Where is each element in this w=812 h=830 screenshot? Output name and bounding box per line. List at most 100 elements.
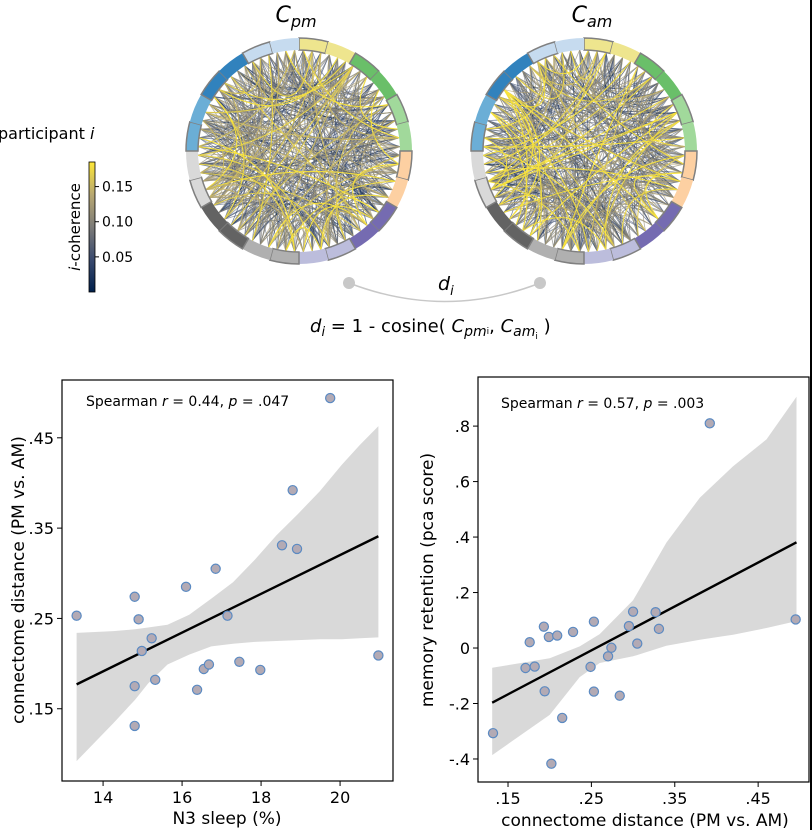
ring-segment bbox=[201, 201, 228, 231]
formula-cpm: C bbox=[452, 316, 465, 337]
chord-link bbox=[202, 177, 385, 206]
ring-segment bbox=[299, 248, 329, 264]
chord-link bbox=[485, 57, 547, 130]
data-point bbox=[539, 686, 550, 697]
ring-segment bbox=[188, 176, 213, 209]
x-tick-label: .25 bbox=[579, 789, 604, 808]
chord-links-am bbox=[483, 50, 685, 252]
ring-segment bbox=[219, 53, 249, 80]
ring-segment bbox=[610, 41, 641, 64]
axes-frame bbox=[477, 376, 810, 783]
chord-link bbox=[205, 70, 361, 191]
chord-link bbox=[503, 89, 681, 182]
chord-link bbox=[209, 104, 230, 206]
formula-cpm-sub: pm bbox=[463, 324, 487, 340]
chord-link bbox=[230, 65, 354, 226]
chord-link bbox=[634, 70, 670, 106]
chord-link bbox=[498, 61, 542, 103]
chord-link bbox=[561, 154, 685, 250]
chord-link bbox=[218, 57, 339, 107]
y-tick-label: .25 bbox=[29, 609, 54, 628]
data-point bbox=[704, 418, 715, 429]
chord-link bbox=[268, 163, 400, 248]
distance-formula: di = 1 - cosine( Cpmi, Cami ) bbox=[310, 316, 551, 342]
chord-link bbox=[494, 194, 624, 245]
formula-cam: C bbox=[501, 316, 514, 337]
ring-segment bbox=[349, 222, 379, 249]
distance-arc bbox=[348, 282, 541, 303]
data-point bbox=[146, 633, 157, 644]
chord-link bbox=[209, 52, 280, 199]
data-point bbox=[276, 540, 288, 551]
chord-link bbox=[268, 50, 313, 248]
chord-link bbox=[224, 52, 322, 220]
data-point bbox=[653, 623, 665, 635]
chord-link bbox=[621, 188, 678, 245]
ring-segment bbox=[189, 94, 212, 125]
chord-link bbox=[237, 52, 281, 232]
chord-link bbox=[529, 65, 554, 241]
data-point bbox=[191, 684, 203, 695]
data-point bbox=[585, 661, 596, 673]
chord-link bbox=[285, 50, 380, 102]
chord-link bbox=[224, 61, 347, 101]
y-tick-label: .8 bbox=[455, 417, 470, 436]
chord-link bbox=[237, 219, 346, 241]
chord-link bbox=[205, 170, 396, 191]
chord-links-pm bbox=[198, 50, 400, 252]
chord-link bbox=[320, 194, 389, 250]
data-point bbox=[524, 636, 535, 648]
distance-label-main: d bbox=[438, 273, 451, 295]
chord-link bbox=[325, 89, 380, 248]
data-point bbox=[790, 614, 801, 625]
connectome-panel: Cpm Cam participant i 0.050.100.15 i-coh… bbox=[0, 3, 698, 342]
y-tick-label: .6 bbox=[455, 473, 470, 492]
ring-segment bbox=[609, 237, 642, 262]
chord-link bbox=[483, 52, 607, 165]
chord-link bbox=[522, 217, 607, 250]
distance-label: di bbox=[438, 273, 454, 299]
ring-segment bbox=[241, 40, 274, 65]
chord-link bbox=[483, 137, 685, 148]
ring-segment bbox=[554, 38, 584, 54]
scatter-distance-vs-memory: .15 .25 .35 .45 -.4 -.2 0 .2 .4 .6 .8 connectome … bbox=[418, 376, 810, 830]
participant-label-text: participant bbox=[0, 124, 90, 143]
x-axis-label: connectome distance (PM vs. AM) bbox=[501, 811, 789, 830]
chord-link bbox=[635, 128, 683, 237]
chord-link bbox=[522, 111, 678, 232]
chord-link bbox=[487, 180, 581, 252]
chord-link bbox=[237, 103, 389, 232]
cpm-title: Cpm bbox=[275, 3, 316, 31]
chord-link bbox=[522, 206, 631, 241]
data-point bbox=[234, 656, 245, 667]
formula-cpm-i: i bbox=[487, 327, 490, 337]
chord-link bbox=[202, 137, 400, 182]
ring-segment bbox=[269, 38, 299, 54]
y-ticks: -.4 -.2 0 .2 .4 .6 .8 bbox=[449, 417, 478, 769]
chord-link bbox=[237, 172, 398, 232]
confidence-band bbox=[492, 396, 797, 756]
chord-link bbox=[209, 194, 304, 252]
chord-link bbox=[200, 65, 256, 174]
chord-link bbox=[303, 50, 393, 191]
chord-diagram-am bbox=[470, 37, 698, 265]
data-point bbox=[606, 642, 617, 653]
chord-link bbox=[498, 201, 615, 248]
chord-link bbox=[205, 96, 238, 191]
ring-segment bbox=[681, 121, 697, 151]
data-point bbox=[487, 727, 499, 739]
chord-link bbox=[490, 111, 589, 252]
chord-link bbox=[252, 61, 354, 237]
chord-link bbox=[200, 82, 240, 174]
ring-segment bbox=[486, 201, 513, 231]
data-point bbox=[546, 758, 557, 769]
data-point bbox=[650, 607, 661, 618]
chord-link bbox=[588, 50, 685, 139]
ring-segments-am bbox=[470, 37, 698, 265]
ring-segment bbox=[242, 238, 273, 261]
formula-close: ) bbox=[538, 316, 551, 337]
chord-link bbox=[335, 96, 385, 241]
chord-link bbox=[498, 89, 534, 206]
chord-link bbox=[490, 111, 528, 232]
chord-link bbox=[356, 70, 389, 198]
